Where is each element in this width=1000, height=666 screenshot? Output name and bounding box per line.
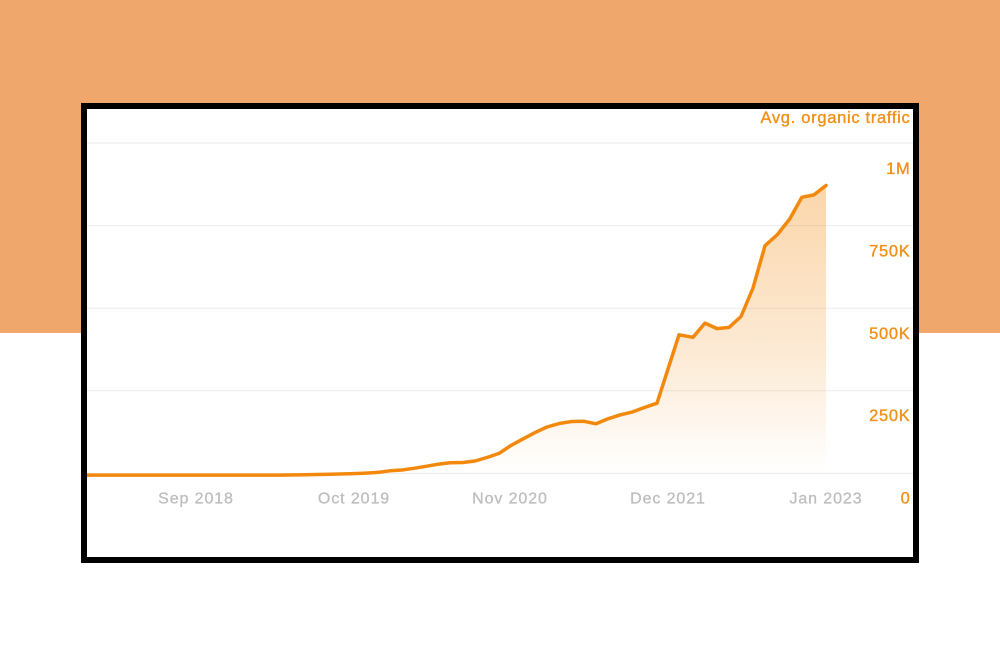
svg-text:0: 0 — [901, 490, 911, 508]
svg-text:Avg. organic traffic: Avg. organic traffic — [760, 109, 910, 127]
svg-text:Nov 2020: Nov 2020 — [472, 491, 548, 508]
svg-text:250K: 250K — [869, 407, 910, 425]
svg-text:1M: 1M — [886, 160, 910, 178]
svg-text:Jan 2023: Jan 2023 — [789, 491, 862, 508]
svg-text:Dec 2021: Dec 2021 — [630, 491, 706, 508]
svg-text:Oct 2019: Oct 2019 — [318, 491, 390, 508]
svg-text:500K: 500K — [869, 325, 910, 343]
svg-text:Sep 2018: Sep 2018 — [158, 491, 234, 508]
svg-text:750K: 750K — [869, 242, 910, 260]
